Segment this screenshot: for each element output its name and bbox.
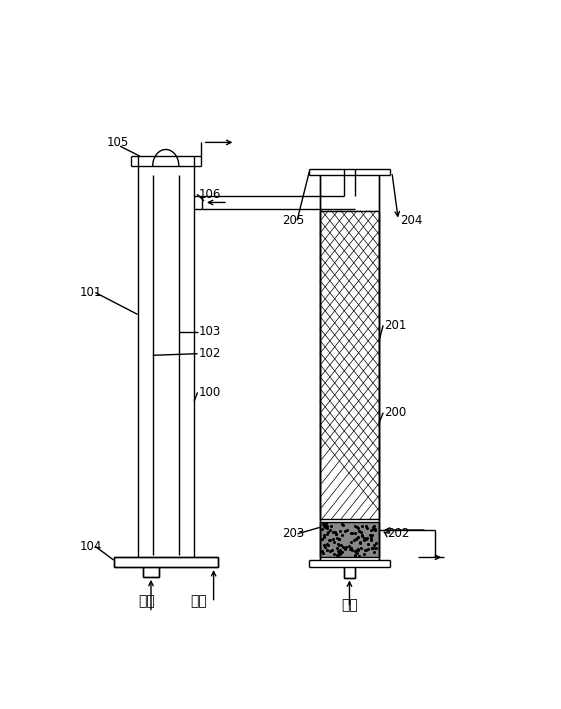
Bar: [320, 211, 379, 519]
Text: 203: 203: [282, 527, 305, 540]
Text: 104: 104: [80, 540, 102, 553]
Text: 进水: 进水: [190, 594, 207, 608]
Text: 106: 106: [199, 188, 221, 201]
Bar: [113, 557, 218, 567]
Text: 臭氧: 臭氧: [138, 594, 155, 608]
Text: 205: 205: [282, 214, 304, 227]
Text: 102: 102: [199, 347, 221, 360]
Bar: [344, 566, 355, 578]
Text: 100: 100: [199, 386, 220, 399]
Text: 200: 200: [384, 406, 406, 419]
Text: 202: 202: [388, 527, 410, 540]
Text: 103: 103: [199, 325, 220, 338]
Text: 105: 105: [107, 136, 130, 149]
Text: 101: 101: [80, 286, 102, 299]
Text: 201: 201: [384, 319, 406, 332]
Text: 204: 204: [399, 214, 422, 227]
Bar: [320, 522, 379, 557]
Bar: [320, 211, 379, 519]
Bar: [142, 567, 159, 577]
Text: 空气: 空气: [341, 598, 357, 612]
